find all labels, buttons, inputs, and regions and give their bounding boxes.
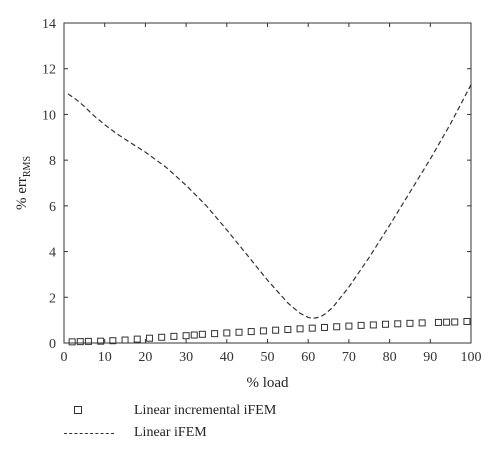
plot-border (63, 22, 472, 344)
data-point (190, 331, 198, 339)
legend-item-linear-incremental-ifem: Linear incremental iFEM (64, 400, 276, 422)
data-point (198, 330, 206, 338)
data-point (170, 332, 178, 340)
data-point (84, 337, 92, 345)
data-point (434, 318, 442, 326)
data-point (158, 333, 166, 341)
data-point (133, 335, 141, 343)
y-axis-label-subscript: RMS (22, 156, 33, 177)
x-axis-label: % load (246, 375, 289, 391)
data-point (121, 336, 129, 344)
y-tick-label: 4 (49, 246, 56, 261)
x-tick-label: 70 (342, 350, 356, 365)
data-point (272, 326, 280, 334)
data-point (463, 318, 471, 326)
data-point (76, 338, 84, 346)
legend-label: Linear iFEM (134, 425, 207, 440)
x-tick-label: 90 (423, 350, 437, 365)
data-point (451, 318, 459, 326)
x-tick-label: 20 (138, 350, 152, 365)
data-point (382, 320, 390, 328)
series-linear-ifem (67, 84, 472, 319)
data-point (418, 319, 426, 327)
y-tick-label: 0 (49, 337, 56, 352)
y-tick-label: 12 (42, 63, 56, 78)
data-point (259, 327, 267, 335)
data-point (235, 328, 243, 336)
data-point (345, 322, 353, 330)
data-point (223, 329, 231, 337)
data-point (394, 320, 402, 328)
x-tick-label: 30 (179, 350, 193, 365)
x-tick-label: 10 (98, 350, 112, 365)
data-point (333, 323, 341, 331)
y-tick-label: 8 (49, 154, 56, 169)
y-tick-label: 14 (42, 17, 56, 32)
y-tick-label: 10 (42, 108, 56, 123)
series-line-linear-ifem (67, 84, 472, 319)
data-point (443, 318, 451, 326)
y-tick-label: 6 (49, 200, 56, 215)
y-axis-label-main: % err (14, 177, 30, 210)
data-point (308, 324, 316, 332)
x-tick-label: 40 (220, 350, 234, 365)
data-point (320, 323, 328, 331)
x-tick-label: 50 (261, 350, 275, 365)
data-point (406, 319, 414, 327)
data-point (109, 337, 117, 345)
square-marker-icon (64, 403, 116, 419)
legend: Linear incremental iFEM Linear iFEM (64, 400, 276, 444)
series-linear-incremental-ifem (68, 318, 471, 346)
chart: 0 10 20 30 40 50 60 70 80 90 100 0 2 4 6 8 10 12 14 % load… (14, 17, 482, 391)
data-point (357, 321, 365, 329)
dashed-line-icon (64, 425, 116, 441)
data-point (211, 330, 219, 338)
data-point (97, 337, 105, 345)
x-tick-label: 0 (61, 350, 68, 365)
x-tick-label: 100 (461, 350, 482, 365)
data-point (369, 321, 377, 329)
data-point (247, 328, 255, 336)
y-tick-label: 2 (49, 291, 56, 306)
data-point (68, 338, 76, 346)
plot-area (63, 22, 472, 344)
legend-item-linear-ifem: Linear iFEM (64, 422, 276, 444)
data-point (296, 325, 304, 333)
legend-label: Linear incremental iFEM (134, 403, 277, 418)
axis-ticks: 0 10 20 30 40 50 60 70 80 90 100 0 2 4 6 8 10 12 14 (42, 17, 482, 365)
data-point (145, 334, 153, 342)
data-point (182, 332, 190, 340)
y-axis-label: % errRMS (14, 156, 33, 210)
x-tick-label: 60 (301, 350, 315, 365)
x-tick-label: 80 (383, 350, 397, 365)
data-point (284, 326, 292, 334)
